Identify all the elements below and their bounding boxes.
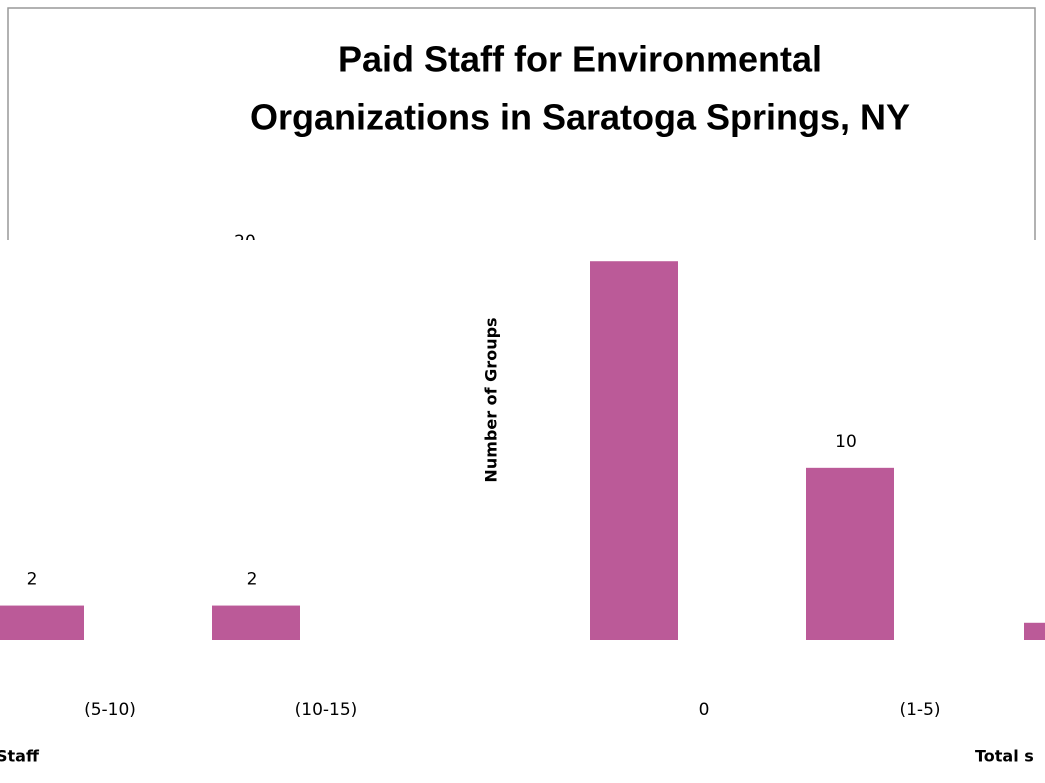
y-axis-label: Number of Groups: [482, 317, 501, 482]
x-tick-label: (5-10): [84, 700, 136, 720]
x-axis-label: Staff: [0, 747, 40, 766]
bar: [806, 467, 894, 640]
data-label: 10: [835, 432, 857, 452]
chart-title: Organizations in Saratoga Springs, NY: [250, 97, 910, 138]
x-axis-label: Total s: [975, 747, 1034, 766]
x-tick-label: 0: [699, 700, 710, 720]
bar: [590, 261, 678, 640]
bar: [0, 605, 84, 640]
data-label: 2: [247, 570, 258, 590]
data-label: 2: [27, 570, 38, 590]
mask: [0, 240, 1045, 262]
bar: [1024, 622, 1045, 640]
chart-frame: [7, 7, 1036, 240]
x-tick-label: (1-5): [899, 700, 940, 720]
chart-title: Paid Staff for Environmental: [338, 39, 822, 80]
x-tick-label: (10-15): [295, 700, 358, 720]
bar: [212, 605, 300, 640]
